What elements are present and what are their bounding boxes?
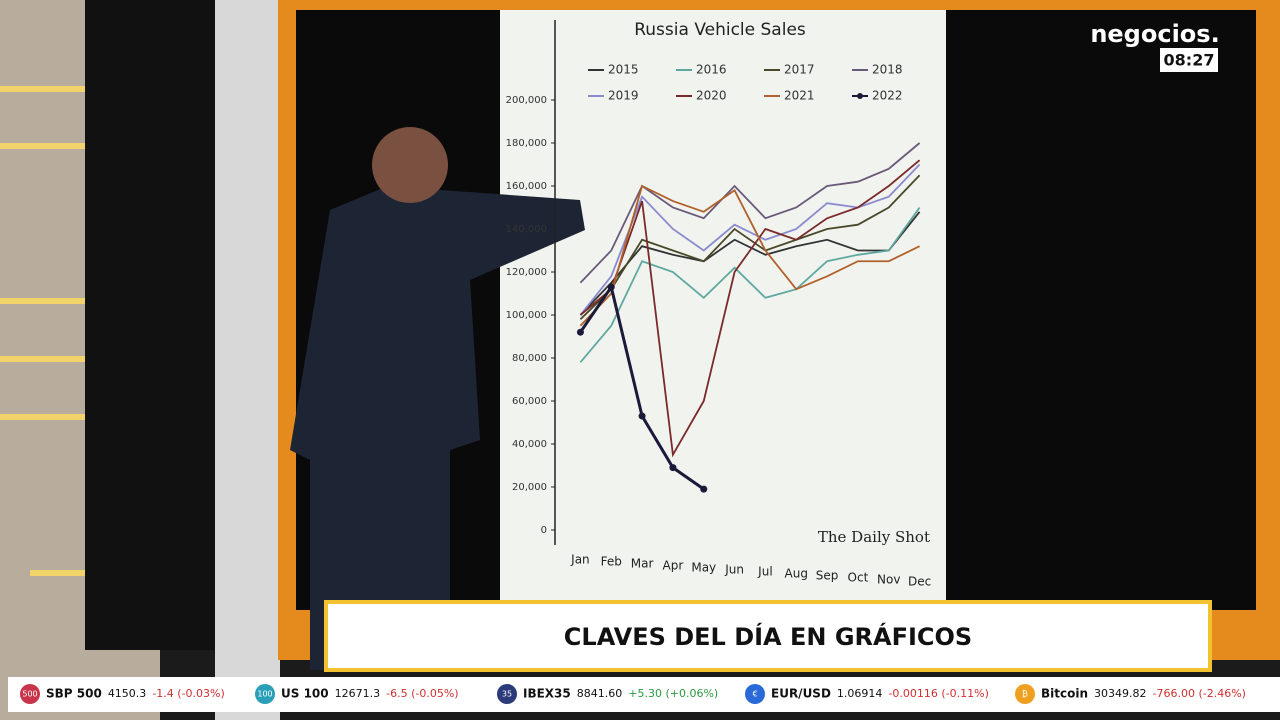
x-tick-label: Apr [663, 559, 684, 573]
series-line [579, 206, 921, 363]
legend-label: 2018 [872, 63, 903, 77]
legend-label: 2016 [696, 63, 727, 77]
ticker-name: Bitcoin [1041, 687, 1088, 701]
ticker-icon [497, 684, 517, 704]
pillar [85, 0, 215, 650]
series-line [579, 142, 921, 284]
series-marker [700, 485, 708, 493]
y-tick-label: 20,000 [512, 482, 547, 493]
x-tick-label: Nov [877, 573, 900, 587]
y-tick-label: 200,000 [506, 95, 547, 106]
y-tick-label: 160,000 [506, 181, 547, 192]
y-tick-label: 140,000 [506, 224, 547, 235]
series-marker [607, 283, 615, 291]
legend-label: 2022 [872, 89, 903, 103]
x-tick-label: Jul [757, 565, 772, 579]
ticker-value: 4150.3 [108, 687, 147, 700]
y-tick-label: 180,000 [506, 138, 547, 149]
y-tick-label: 40,000 [512, 439, 547, 450]
series-marker [576, 328, 584, 336]
wall-panel [215, 0, 280, 720]
presenter [290, 185, 585, 670]
legend-marker [857, 93, 863, 99]
ticker-name: SBP 500 [46, 687, 102, 701]
source: The Daily Shot [818, 528, 930, 546]
ticker-value: 8841.60 [577, 687, 623, 700]
ticker-icon-label: 100 [257, 690, 272, 699]
ticker-change: -766.00 (-2.46%) [1153, 687, 1246, 700]
ticker-icon-label: ₿ [1022, 690, 1028, 699]
legend-label: 2020 [696, 89, 727, 103]
ticker-icon [20, 684, 40, 704]
clock-box [1160, 48, 1218, 72]
ticker-change: -0.00116 (-0.11%) [888, 687, 988, 700]
series-marker [638, 412, 646, 420]
legend-label: 2019 [608, 89, 639, 103]
ticker-icon [1015, 684, 1035, 704]
presenter-head [372, 127, 448, 203]
logo: negocios. [1090, 20, 1219, 48]
legend-label: 2021 [784, 89, 815, 103]
ticker-value: 12671.3 [335, 687, 381, 700]
x-tick-label: Dec [908, 575, 931, 589]
series-line [579, 184, 920, 327]
clock: 08:27 [1164, 51, 1215, 70]
ticker-icon-label: 500 [22, 690, 37, 699]
ticker-change: -6.5 (-0.05%) [386, 687, 458, 700]
y-tick-label: 0 [541, 525, 547, 536]
ticker-icon-label: € [752, 690, 757, 699]
ticker-name: EUR/USD [771, 687, 831, 701]
ticker-change: -1.4 (-0.03%) [152, 687, 224, 700]
x-tick-label: Jun [724, 563, 744, 577]
y-tick-label: 100,000 [506, 310, 547, 321]
ticker-value: 30349.82 [1094, 687, 1147, 700]
x-tick-label: Oct [848, 571, 869, 585]
ticker-icon-label: 35 [502, 690, 512, 699]
ticker-icon [745, 684, 765, 704]
ticker-name: IBEX35 [523, 687, 571, 701]
series-marker [669, 464, 677, 472]
chart-title: Russia Vehicle Sales [634, 20, 806, 40]
x-tick-label: Jan [570, 553, 590, 567]
ticker-name: US 100 [281, 687, 329, 701]
series-line [579, 163, 921, 316]
series-line [579, 174, 921, 320]
y-tick-label: 60,000 [512, 396, 547, 407]
light-strips [0, 86, 145, 576]
banner: CLAVES DEL DÍA EN GRÁFICOS [564, 622, 972, 651]
x-tick-label: May [691, 561, 716, 575]
x-tick-label: Feb [601, 555, 622, 569]
y-tick-label: 80,000 [512, 353, 547, 364]
ticker-bar [8, 677, 1280, 712]
banner-box [324, 600, 1212, 672]
ticker-value: 1.06914 [837, 687, 883, 700]
x-tick-label: Aug [785, 567, 808, 581]
ticker-icon [255, 684, 275, 704]
x-tick-label: Mar [631, 557, 654, 571]
y-tick-label: 120,000 [506, 267, 547, 278]
ticker-change: +5.30 (+0.06%) [628, 687, 718, 700]
legend-label: 2017 [784, 63, 815, 77]
x-tick-label: Sep [816, 569, 839, 583]
legend-label: 2015 [608, 63, 639, 77]
series-line [579, 159, 921, 458]
series-line [579, 211, 921, 316]
chart-panel [500, 10, 946, 600]
